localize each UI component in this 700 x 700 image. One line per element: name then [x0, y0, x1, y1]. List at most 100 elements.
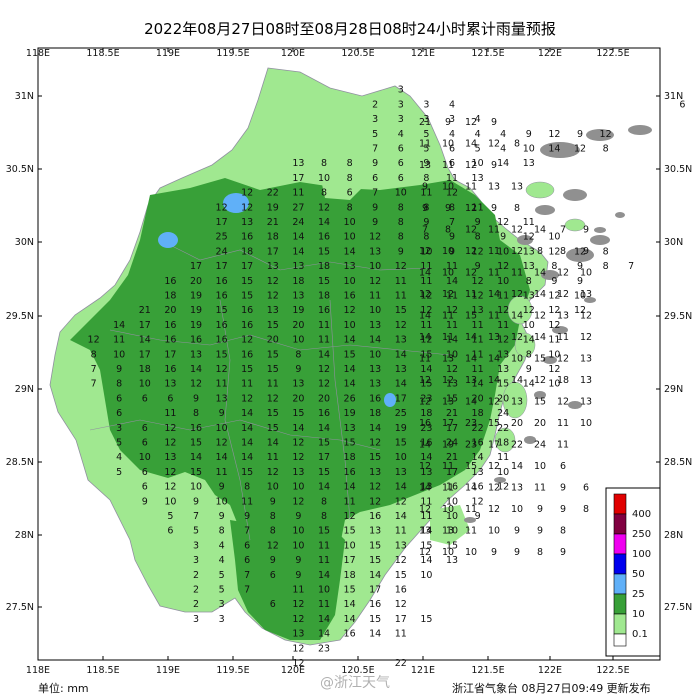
lon-label-top: 122.5E: [596, 48, 629, 59]
rainfall-value: 9: [372, 202, 378, 213]
rainfall-value: 12: [465, 246, 477, 257]
rainfall-value: 10: [511, 354, 523, 365]
rainfall-value: 17: [292, 173, 304, 184]
rainfall-value: 10: [446, 496, 458, 507]
rainfall-value: 10: [190, 482, 202, 493]
lon-label-bottom: 120E: [281, 665, 305, 676]
rainfall-value: 15: [216, 349, 228, 360]
rainfall-value: 15: [465, 461, 477, 472]
rainfall-value: 3: [193, 555, 199, 566]
rainfall-value: 12: [292, 658, 304, 669]
rainfall-value: 13: [523, 246, 535, 257]
rainfall-value: 15: [190, 467, 202, 478]
rainfall-value: 5: [167, 511, 173, 522]
rainfall-value: 13: [395, 467, 407, 478]
legend-label: 100: [632, 549, 651, 560]
island: [566, 248, 594, 262]
lon-label-bottom: 118E: [26, 665, 50, 676]
rainfall-value: 15: [344, 349, 356, 360]
rainfall-value: 9: [583, 225, 589, 236]
rainfall-value: 12: [523, 232, 535, 243]
lat-label-right: 28.5N: [664, 457, 692, 468]
lon-label-top: 121E: [411, 48, 435, 59]
rainfall-value: 6: [244, 555, 250, 566]
rainfall-value: 23: [465, 440, 477, 451]
legend-swatch: [613, 513, 627, 535]
rainfall-value: 6: [244, 540, 250, 551]
rainfall-value: 18: [164, 291, 176, 302]
rainfall-value: 11: [557, 440, 569, 451]
rain-25-50-spot: [384, 393, 396, 407]
rainfall-value: 12: [488, 504, 500, 515]
rainfall-value: 3: [219, 599, 225, 610]
rainfall-value: 11: [420, 188, 432, 199]
rainfall-value: 8: [321, 188, 327, 199]
rainfall-value: 17: [139, 349, 151, 360]
rainfall-value: 13: [369, 364, 381, 375]
rainfall-value: 16: [344, 291, 356, 302]
rainfall-value: 11: [465, 526, 477, 537]
rainfall-value: 16: [216, 335, 228, 346]
rainfall-value: 11: [472, 335, 484, 346]
rainfall-value: 11: [164, 408, 176, 419]
rainfall-value: 9: [219, 511, 225, 522]
rainfall-value: 14: [267, 438, 279, 449]
rainfall-value: 16: [216, 276, 228, 287]
rainfall-value: 11: [442, 332, 454, 343]
rainfall-value: 10: [395, 188, 407, 199]
rainfall-value: 6: [583, 483, 589, 494]
legend-swatch: [613, 493, 627, 515]
rainfall-value: 12: [292, 614, 304, 625]
rainfall-value: 15: [369, 614, 381, 625]
rainfall-value: 18: [369, 408, 381, 419]
rainfall-value: 12: [369, 438, 381, 449]
rainfall-value: 9: [583, 246, 589, 257]
rainfall-value: 14: [190, 452, 202, 463]
rainfall-value: 11: [292, 188, 304, 199]
rainfall-value: 19: [190, 291, 202, 302]
rainfall-value: 15: [267, 349, 279, 360]
rainfall-value: 14: [318, 614, 330, 625]
rainfall-value: 12: [446, 364, 458, 375]
rainfall-value: 7: [91, 364, 97, 375]
rainfall-value: 12: [88, 335, 100, 346]
rainfall-value: 12: [419, 397, 431, 408]
rainfall-value: 20: [292, 393, 304, 404]
rainfall-value: 12: [465, 160, 477, 171]
rainfall-value: 10: [292, 482, 304, 493]
rainfall-value: 23: [318, 643, 330, 654]
rainfall-value: 11: [472, 364, 484, 375]
rainfall-value: 19: [344, 408, 356, 419]
rainfall-value: 12: [465, 203, 477, 214]
rainfall-value: 11: [419, 139, 431, 150]
rainfall-value: 24: [446, 438, 458, 449]
rainfall-value: 16: [369, 511, 381, 522]
rainfall-value: 18: [420, 408, 432, 419]
rainfall-value: 10: [497, 276, 509, 287]
legend-label: 400: [632, 509, 651, 520]
rainfall-value: 7: [91, 379, 97, 390]
rainfall-value: 16: [164, 276, 176, 287]
lat-label-right: 28N: [664, 530, 683, 541]
rainfall-value: 12: [241, 188, 253, 199]
rainfall-value: 11: [442, 160, 454, 171]
rainfall-value: 10: [497, 246, 509, 257]
rainfall-value: 11: [395, 276, 407, 287]
rainfall-value: 12: [472, 246, 484, 257]
rainfall-value: 7: [422, 225, 428, 236]
rainfall-value: 9: [475, 261, 481, 272]
rainfall-value: 15: [318, 526, 330, 537]
rainfall-value: 17: [395, 614, 407, 625]
rainfall-value: 14: [472, 379, 484, 390]
rainfall-value: 16: [419, 418, 431, 429]
rainfall-value: 22: [395, 658, 407, 669]
rainfall-value: 10: [318, 585, 330, 596]
rainfall-value: 6: [449, 144, 455, 155]
rainfall-value: 6: [398, 173, 404, 184]
rainfall-value: 10: [523, 320, 535, 331]
rainfall-value: 12: [420, 305, 432, 316]
rainfall-value: 15: [420, 349, 432, 360]
rainfall-value: 4: [219, 540, 225, 551]
county-border: [109, 329, 451, 356]
